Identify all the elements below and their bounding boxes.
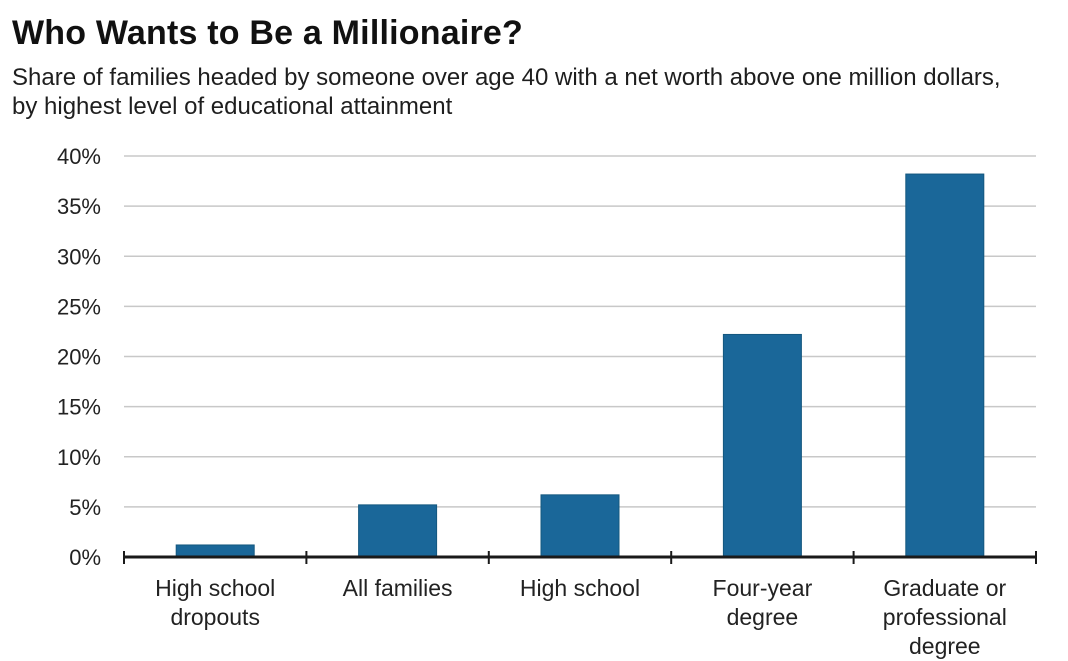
x-category-label: dropouts: [170, 604, 260, 630]
bar: [905, 173, 985, 558]
x-category-label: degree: [909, 633, 981, 659]
bar: [722, 333, 802, 558]
y-tick-label: 35%: [57, 194, 101, 219]
y-tick-label: 15%: [57, 395, 101, 420]
y-tick-label: 0%: [69, 545, 101, 570]
y-tick-label: 20%: [57, 345, 101, 370]
y-tick-label: 30%: [57, 244, 101, 269]
bar: [175, 544, 255, 558]
x-axis: [123, 551, 1037, 564]
gridlines: [124, 155, 1036, 508]
y-tick-label: 25%: [57, 294, 101, 319]
x-category-label: High school: [520, 575, 640, 601]
x-category-label: All families: [343, 575, 453, 601]
x-category-label: Four-year: [713, 575, 813, 601]
y-tick-label: 10%: [57, 445, 101, 470]
chart-subtitle: Share of families headed by someone over…: [12, 64, 1001, 120]
x-category-label: professional: [883, 604, 1007, 630]
y-tick-label: 40%: [57, 144, 101, 169]
y-tick-label: 5%: [69, 495, 101, 520]
chart-title: Who Wants to Be a Millionaire?: [12, 14, 523, 52]
x-category-label: High school: [155, 575, 275, 601]
axis-labels: 0% 5% 10% 15% 20% 25% 30% 35% 40% High school drop…: [57, 144, 1007, 659]
bar: [358, 504, 438, 558]
x-category-label: degree: [727, 604, 799, 630]
bar: [540, 494, 620, 558]
bars: [175, 173, 985, 558]
x-category-label: Graduate or: [883, 575, 1006, 601]
